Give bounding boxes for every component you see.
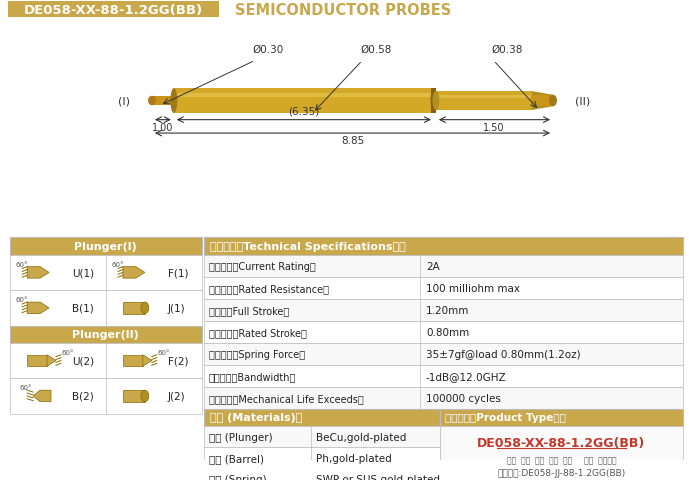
Bar: [123, 390, 145, 402]
Text: Ø0.30: Ø0.30: [252, 45, 284, 54]
Text: B(2): B(2): [72, 391, 94, 401]
Text: SEMICONDUCTOR PROBES: SEMICONDUCTOR PROBES: [236, 2, 451, 17]
Polygon shape: [27, 267, 49, 278]
Bar: [431, 89, 436, 114]
Polygon shape: [143, 355, 152, 366]
Text: B(1): B(1): [72, 303, 94, 313]
Text: 额定电阵（Rated Resistance）: 额定电阵（Rated Resistance）: [209, 283, 329, 293]
Text: 针头 (Plunger): 针头 (Plunger): [209, 432, 272, 442]
Polygon shape: [531, 92, 553, 111]
Text: 60°: 60°: [62, 349, 74, 355]
Bar: [174, 89, 434, 114]
Ellipse shape: [141, 390, 149, 402]
Polygon shape: [33, 390, 51, 402]
Text: 8.85: 8.85: [341, 136, 364, 145]
Text: (II): (II): [575, 96, 590, 106]
Text: 60°: 60°: [15, 261, 28, 267]
Text: 1.50: 1.50: [483, 122, 504, 132]
Bar: [531, 96, 553, 107]
Text: 100000 cycles: 100000 cycles: [426, 393, 501, 403]
Bar: [174, 94, 434, 97]
Bar: [204, 409, 440, 426]
Bar: [10, 343, 202, 378]
Bar: [204, 321, 683, 343]
Bar: [10, 255, 202, 290]
Ellipse shape: [170, 89, 177, 114]
Text: 订购举例:DE058-JJ-88-1.2GG(BB): 订购举例:DE058-JJ-88-1.2GG(BB): [497, 468, 626, 477]
Bar: [152, 96, 174, 106]
Text: F(1): F(1): [167, 268, 188, 278]
Bar: [10, 238, 202, 255]
Text: 成品型号（Product Type）：: 成品型号（Product Type）：: [445, 413, 566, 422]
Text: 针管 (Barrel): 针管 (Barrel): [209, 453, 264, 463]
Bar: [204, 343, 683, 365]
Polygon shape: [123, 267, 145, 278]
Text: 额定行程（Rated Stroke）: 额定行程（Rated Stroke）: [209, 327, 307, 337]
Bar: [440, 409, 683, 426]
Text: Ø0.38: Ø0.38: [492, 45, 523, 54]
Text: 2A: 2A: [426, 261, 440, 271]
Text: Plunger(II): Plunger(II): [72, 329, 139, 339]
Text: 1.00: 1.00: [152, 122, 174, 132]
Text: 满行程（Full Stroke）: 满行程（Full Stroke）: [209, 305, 289, 315]
Bar: [204, 277, 683, 299]
Bar: [204, 365, 683, 387]
Text: DE058-XX-88-1.2GG(BB): DE058-XX-88-1.2GG(BB): [23, 3, 203, 16]
Bar: [436, 96, 531, 98]
Bar: [10, 326, 202, 343]
Bar: [204, 468, 440, 480]
Polygon shape: [47, 355, 56, 366]
Bar: [204, 255, 683, 277]
Text: 0.80mm: 0.80mm: [426, 327, 469, 337]
Ellipse shape: [549, 96, 557, 107]
Ellipse shape: [141, 302, 149, 314]
Text: 60°: 60°: [19, 384, 32, 390]
Text: 1.20mm: 1.20mm: [426, 305, 469, 315]
Text: 系列  规格  头型  行长  弹力     镍金  针头材质: 系列 规格 头型 行长 弹力 镍金 针头材质: [506, 455, 616, 464]
Text: BeCu,gold-plated: BeCu,gold-plated: [316, 432, 406, 442]
Text: 材质 (Materials)：: 材质 (Materials)：: [209, 413, 302, 422]
Text: Ph,gold-plated: Ph,gold-plated: [316, 453, 391, 463]
Text: 弹簧 (Spring): 弹簧 (Spring): [209, 474, 266, 480]
Ellipse shape: [431, 89, 438, 114]
Text: F(2): F(2): [167, 356, 188, 366]
Bar: [10, 378, 202, 414]
Bar: [204, 426, 440, 447]
Bar: [204, 387, 683, 409]
Bar: [436, 92, 531, 111]
Text: -1dB@12.0GHZ: -1dB@12.0GHZ: [426, 371, 506, 381]
Bar: [123, 302, 145, 314]
Text: SWP or SUS,gold-plated: SWP or SUS,gold-plated: [316, 474, 440, 480]
Bar: [27, 355, 47, 366]
Text: 100 milliohm max: 100 milliohm max: [426, 283, 520, 293]
Text: 额定电流（Current Rating）: 额定电流（Current Rating）: [209, 261, 316, 271]
Text: 60°: 60°: [111, 261, 123, 267]
Text: 60°: 60°: [158, 349, 170, 355]
Bar: [8, 2, 220, 18]
Bar: [123, 355, 143, 366]
Bar: [204, 299, 683, 321]
Text: J(1): J(1): [167, 303, 185, 313]
Text: 技术要求（Technical Specifications）：: 技术要求（Technical Specifications）：: [209, 241, 405, 252]
Bar: [10, 290, 202, 326]
Bar: [204, 447, 440, 468]
Text: J(2): J(2): [167, 391, 185, 401]
Text: Ø0.58: Ø0.58: [360, 45, 392, 54]
Text: 频率带宽（Bandwidth）: 频率带宽（Bandwidth）: [209, 371, 296, 381]
Text: DE058-XX-88-1.2GG(BB): DE058-XX-88-1.2GG(BB): [477, 436, 646, 449]
Text: U(1): U(1): [72, 268, 94, 278]
Polygon shape: [27, 302, 49, 314]
Text: 35±7gf@load 0.80mm(1.2oz): 35±7gf@load 0.80mm(1.2oz): [426, 349, 581, 359]
Bar: [204, 238, 683, 255]
Bar: [440, 426, 683, 480]
Text: 60°: 60°: [15, 297, 28, 302]
Text: 测试寿命（Mechanical Life Exceeds）: 测试寿命（Mechanical Life Exceeds）: [209, 393, 363, 403]
Ellipse shape: [433, 92, 440, 111]
Ellipse shape: [148, 96, 156, 106]
Text: Plunger(I): Plunger(I): [74, 241, 137, 252]
Text: (I): (I): [119, 96, 130, 106]
Text: 额定弹力（Spring Force）: 额定弹力（Spring Force）: [209, 349, 305, 359]
Text: U(2): U(2): [72, 356, 94, 366]
Text: (6.35): (6.35): [288, 107, 320, 117]
